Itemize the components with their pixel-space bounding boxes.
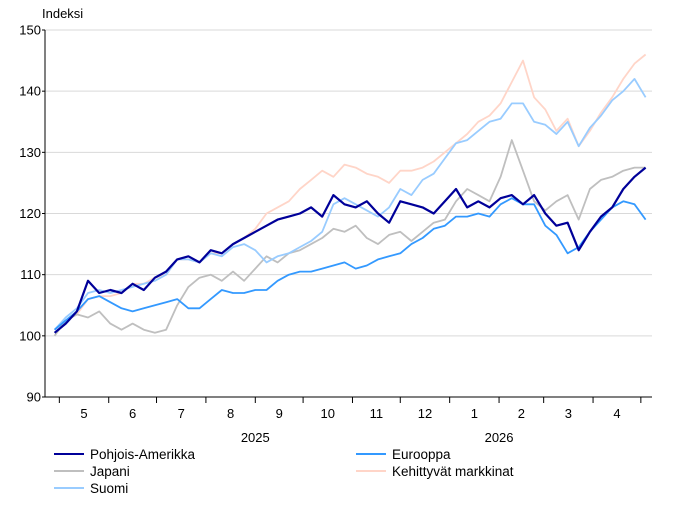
y-tick-label: 140 [19, 84, 41, 99]
x-tick-label: 8 [227, 406, 234, 421]
x-tick-label: 12 [418, 406, 432, 421]
x-tick-label: 3 [565, 406, 572, 421]
y-tick-label: 110 [20, 267, 41, 282]
y-tick-label: 150 [19, 23, 41, 38]
series-line-kehittyv-t-markkinat [54, 53, 647, 331]
x-tick-label: 9 [276, 406, 283, 421]
x-tick-label: 7 [178, 406, 185, 421]
y-tick-label: 130 [19, 145, 41, 160]
chart-series-lines [53, 53, 647, 337]
x-year-label: 2025 [241, 430, 270, 445]
series-line-pohjois-amerikka [53, 166, 647, 334]
x-tick-label: 4 [613, 406, 620, 421]
x-tick-label: 11 [370, 406, 384, 421]
series-line-suomi [53, 78, 647, 331]
chart-axes [42, 29, 652, 403]
y-tick-label: 90 [27, 390, 41, 405]
x-tick-label: 2 [518, 406, 525, 421]
y-axis-label: Indeksi [42, 6, 83, 21]
x-tick-label: 6 [129, 406, 136, 421]
x-tick-label: 10 [321, 406, 335, 421]
chart-gridlines [45, 29, 652, 337]
y-axis-tick-labels: 90 100 110 120 130 140 150 [19, 23, 41, 405]
series-line-japani [53, 139, 646, 337]
x-tick-label: 5 [80, 406, 87, 421]
series-line-eurooppa [54, 197, 647, 331]
x-tick-label: 1 [471, 406, 478, 421]
x-year-label: 2026 [485, 430, 514, 445]
y-tick-label: 120 [19, 206, 41, 221]
y-tick-label: 100 [19, 328, 41, 343]
